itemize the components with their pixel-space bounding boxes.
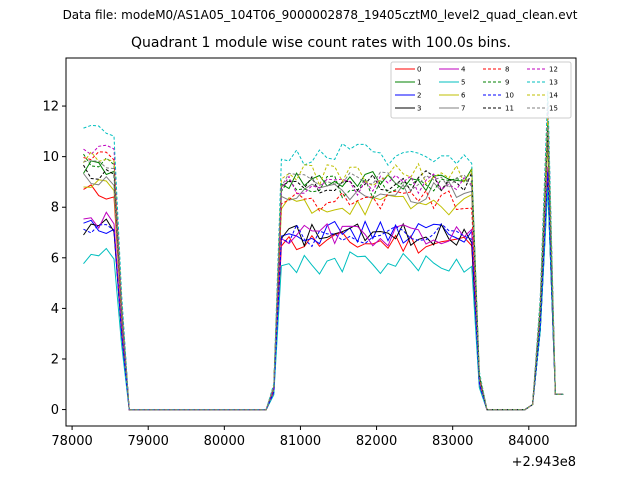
series-line-11 [83, 131, 564, 411]
series-line-4 [83, 166, 564, 411]
x-tick-label: 80000 [204, 434, 245, 449]
y-tick-label: 4 [51, 302, 59, 317]
legend-label: 9 [505, 79, 509, 87]
legend-label: 8 [505, 66, 509, 74]
legend-label: 10 [505, 92, 514, 100]
figure-suptitle: Data file: modeM0/AS1A05_104T06_90000028… [62, 8, 578, 22]
x-tick-label: 82000 [356, 434, 397, 449]
chart-title: Quadrant 1 module wise count rates with … [131, 35, 511, 51]
y-tick-label: 6 [51, 251, 59, 266]
y-tick-label: 0 [51, 403, 59, 418]
y-tick-label: 2 [51, 352, 59, 367]
legend-label: 11 [505, 105, 514, 113]
legend-label: 5 [461, 79, 465, 87]
series-line-13 [83, 90, 564, 411]
x-tick-label: 83000 [432, 434, 473, 449]
x-tick-label: 78000 [51, 434, 92, 449]
legend-label: 3 [417, 105, 421, 113]
series-line-10 [83, 171, 564, 411]
legend-label: 4 [461, 66, 466, 74]
legend-label: 12 [549, 66, 558, 74]
x-offset-label: +2.943e8 [512, 455, 576, 470]
y-axis: 0 2 4 6 8 10 12 [42, 100, 66, 418]
y-tick-label: 8 [51, 201, 59, 216]
legend-label: 6 [461, 92, 466, 100]
x-tick-label: 81000 [280, 434, 321, 449]
legend-label: 15 [549, 105, 558, 113]
plot-frame [65, 57, 577, 427]
series-line-3 [83, 181, 564, 411]
series-line-0 [83, 181, 564, 411]
x-tick-label: 79000 [128, 434, 169, 449]
legend-label: 7 [461, 105, 465, 113]
legend-label: 0 [417, 66, 421, 74]
y-tick-label: 10 [42, 150, 59, 165]
series-line-15 [83, 126, 564, 411]
series-layer [83, 90, 564, 411]
legend-label: 13 [549, 79, 558, 87]
x-tick-label: 84000 [508, 434, 549, 449]
legend-frame [390, 61, 572, 119]
series-line-8 [83, 106, 564, 411]
legend-label: 14 [549, 92, 558, 100]
x-axis: 78000 79000 80000 81000 82000 83000 84000 [51, 426, 549, 449]
series-line-14 [83, 116, 564, 411]
series-line-5 [83, 186, 564, 411]
series-line-9 [83, 121, 564, 411]
series-line-7 [83, 133, 564, 411]
legend-label: 1 [417, 79, 421, 87]
legend-label: 2 [417, 92, 421, 100]
series-line-12 [83, 100, 564, 411]
y-tick-label: 12 [42, 100, 59, 115]
series-line-2 [83, 184, 564, 411]
